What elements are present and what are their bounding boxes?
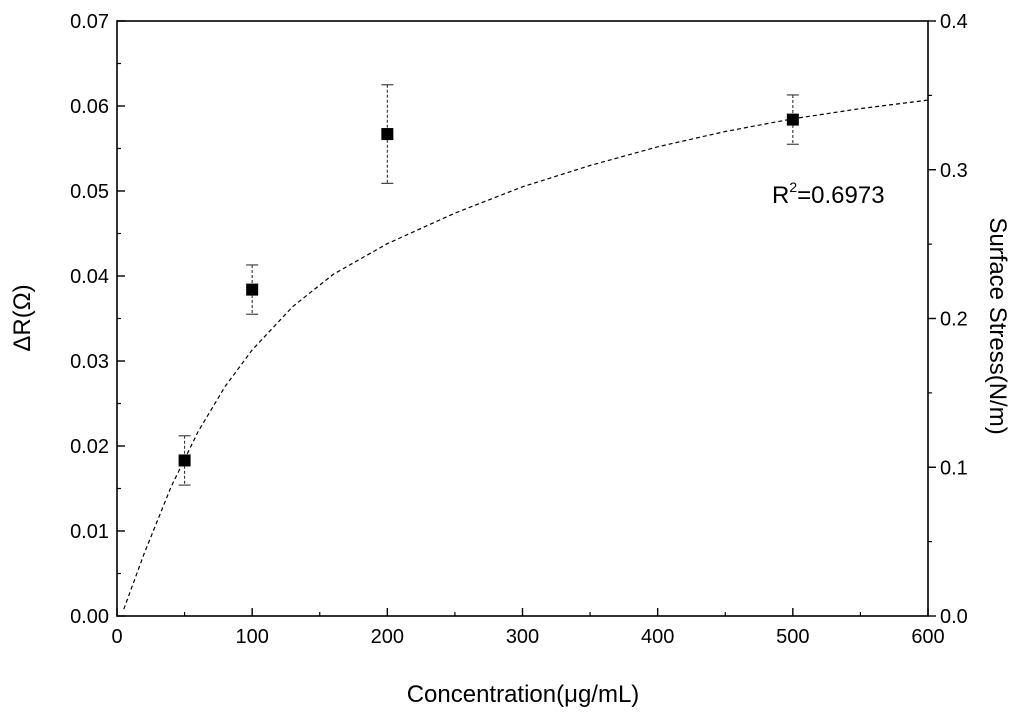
y2-tick-label-1: 0.1 (940, 457, 968, 479)
fit-curve (123, 99, 929, 610)
data-point-500 (786, 113, 799, 126)
x-tick-label-0: 0 (111, 626, 122, 648)
x-tick-label-400: 400 (641, 626, 674, 648)
y2-tick-label-2: 0.2 (940, 309, 968, 331)
y-tick-label-3: 0.03 (70, 351, 109, 373)
y-tick-label-7: 0.07 (70, 11, 109, 33)
y-tick-label-0: 0.00 (70, 606, 109, 628)
r-squared-superscript: 2 (789, 179, 797, 195)
data-point-100 (246, 283, 259, 296)
y-tick-label-5: 0.05 (70, 181, 109, 203)
y-axis-label: ΔR(Ω) (9, 284, 36, 351)
x-tick-label-200: 200 (371, 626, 404, 648)
data-layer (178, 84, 799, 486)
r-squared-value: =0.6973 (797, 182, 884, 209)
y2-tick-label-3: 0.3 (940, 160, 968, 182)
x-tick-label-100: 100 (235, 626, 268, 648)
data-point-200 (381, 128, 394, 141)
y-tick-label-4: 0.04 (70, 266, 109, 288)
data-point-50 (178, 454, 191, 467)
axes-layer: 0 100 200 300 400 500 6000.000.010.020.030.040… (70, 11, 968, 648)
x-axis-label: Concentration(μg/mL) (407, 681, 640, 708)
y2-tick-label-0: 0.0 (940, 606, 968, 628)
r-squared-base: R (772, 182, 789, 209)
r-squared-annotation: R2=0.6973 (772, 179, 885, 209)
plot-frame (116, 20, 929, 617)
x-tick-label-600: 600 (911, 626, 944, 648)
y-tick-label-6: 0.06 (70, 96, 109, 118)
x-tick-label-300: 300 (506, 626, 539, 648)
fit-curve-layer (123, 99, 929, 610)
x-tick-label-500: 500 (776, 626, 809, 648)
y-tick-label-1: 0.01 (70, 521, 109, 543)
y-tick-label-2: 0.02 (70, 436, 109, 458)
y2-tick-label-4: 0.4 (940, 11, 968, 33)
y2-axis-label: Surface Stress(N/m) (984, 217, 1011, 434)
